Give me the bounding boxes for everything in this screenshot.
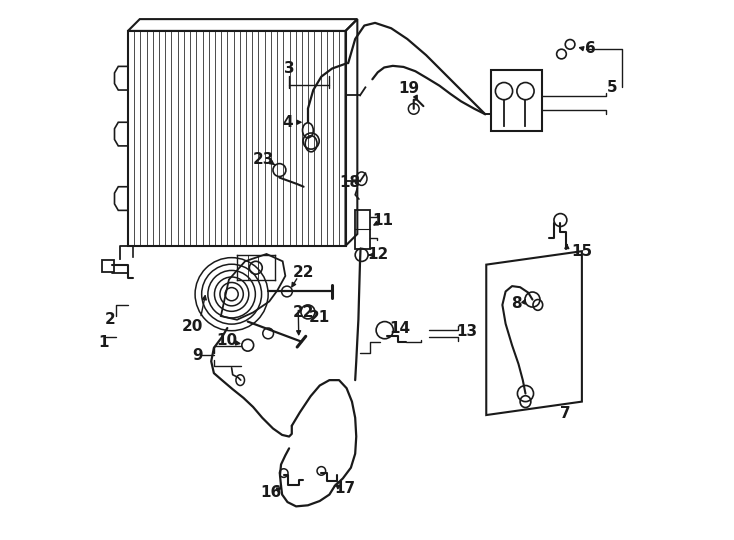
Text: 4: 4 xyxy=(282,115,293,130)
Text: 10: 10 xyxy=(217,333,238,348)
Bar xyxy=(102,260,114,272)
Text: 20: 20 xyxy=(182,319,203,334)
Text: 14: 14 xyxy=(390,321,411,335)
Text: 11: 11 xyxy=(372,213,393,227)
Text: 22: 22 xyxy=(293,306,314,320)
Text: 19: 19 xyxy=(399,81,419,96)
Text: 1: 1 xyxy=(98,335,109,350)
Text: 23: 23 xyxy=(253,152,275,167)
Text: 2: 2 xyxy=(105,312,115,327)
Text: 12: 12 xyxy=(367,247,388,262)
Text: 3: 3 xyxy=(284,61,294,76)
Text: 18: 18 xyxy=(339,176,360,191)
Text: 15: 15 xyxy=(571,244,592,259)
Text: 22: 22 xyxy=(293,265,314,280)
Text: 7: 7 xyxy=(561,407,571,422)
Text: 9: 9 xyxy=(192,348,203,363)
Text: 6: 6 xyxy=(584,41,595,56)
Text: 16: 16 xyxy=(261,485,282,501)
Text: 21: 21 xyxy=(309,310,330,325)
Text: 17: 17 xyxy=(334,481,355,496)
Text: 5: 5 xyxy=(607,80,617,95)
Text: 8: 8 xyxy=(511,296,522,311)
Bar xyxy=(490,70,542,131)
Bar xyxy=(355,210,370,248)
Text: 13: 13 xyxy=(456,325,477,339)
